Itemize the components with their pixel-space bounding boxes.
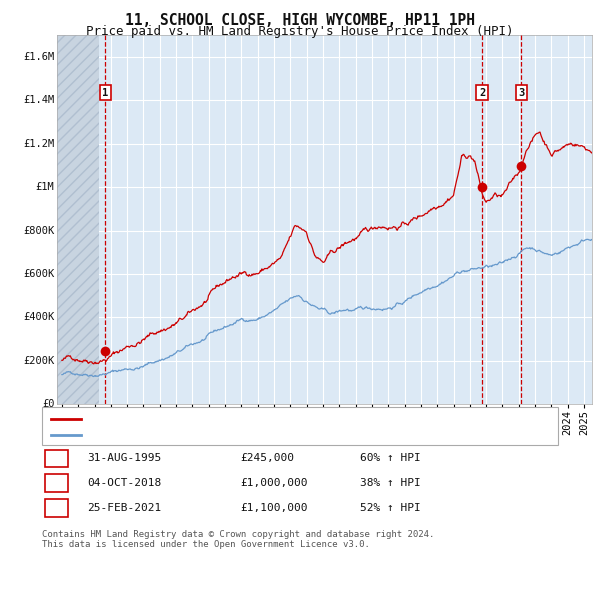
Text: £400K: £400K (23, 312, 55, 322)
Text: 60% ↑ HPI: 60% ↑ HPI (360, 454, 421, 463)
Text: 1: 1 (53, 454, 60, 463)
Text: 2: 2 (53, 478, 60, 488)
Text: 04-OCT-2018: 04-OCT-2018 (87, 478, 161, 488)
Text: £200K: £200K (23, 356, 55, 366)
Text: Price paid vs. HM Land Registry's House Price Index (HPI): Price paid vs. HM Land Registry's House … (86, 25, 514, 38)
Text: £1.4M: £1.4M (23, 96, 55, 106)
Text: £1.6M: £1.6M (23, 52, 55, 62)
Text: £0: £0 (42, 399, 55, 409)
Bar (54, 35, 100, 404)
Text: £245,000: £245,000 (240, 454, 294, 463)
Text: £1M: £1M (35, 182, 55, 192)
Text: £1,000,000: £1,000,000 (240, 478, 308, 488)
Text: HPI: Average price, detached house, Buckinghamshire: HPI: Average price, detached house, Buck… (86, 430, 404, 440)
Text: 3: 3 (53, 503, 60, 513)
Text: 1: 1 (102, 87, 109, 97)
Text: 38% ↑ HPI: 38% ↑ HPI (360, 478, 421, 488)
Text: 3: 3 (518, 87, 524, 97)
Text: 25-FEB-2021: 25-FEB-2021 (87, 503, 161, 513)
Text: £600K: £600K (23, 269, 55, 279)
Text: £800K: £800K (23, 225, 55, 235)
Text: Contains HM Land Registry data © Crown copyright and database right 2024.
This d: Contains HM Land Registry data © Crown c… (42, 530, 434, 549)
Text: £1.2M: £1.2M (23, 139, 55, 149)
Text: 2: 2 (479, 87, 485, 97)
Text: £1,100,000: £1,100,000 (240, 503, 308, 513)
Text: 52% ↑ HPI: 52% ↑ HPI (360, 503, 421, 513)
Text: 11, SCHOOL CLOSE, HIGH WYCOMBE, HP11 1PH (detached house): 11, SCHOOL CLOSE, HIGH WYCOMBE, HP11 1PH… (86, 414, 442, 424)
Text: 11, SCHOOL CLOSE, HIGH WYCOMBE, HP11 1PH: 11, SCHOOL CLOSE, HIGH WYCOMBE, HP11 1PH (125, 13, 475, 28)
Text: 31-AUG-1995: 31-AUG-1995 (87, 454, 161, 463)
